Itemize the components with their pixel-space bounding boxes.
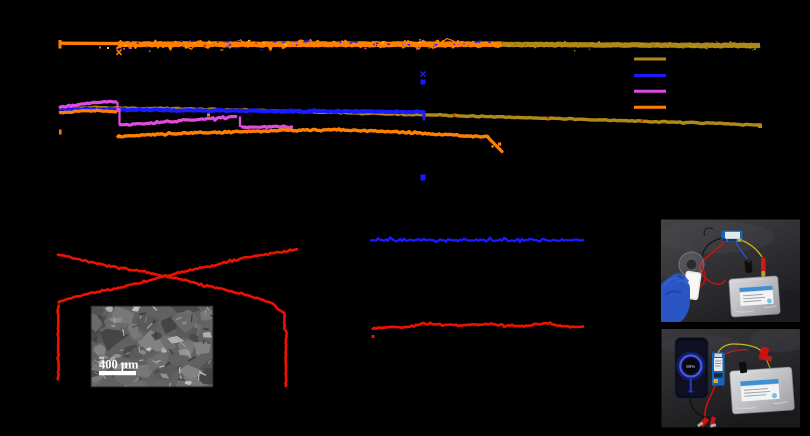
svg-text:90%: 90%	[686, 364, 695, 369]
svg-text:400 μm: 400 μm	[99, 358, 139, 372]
